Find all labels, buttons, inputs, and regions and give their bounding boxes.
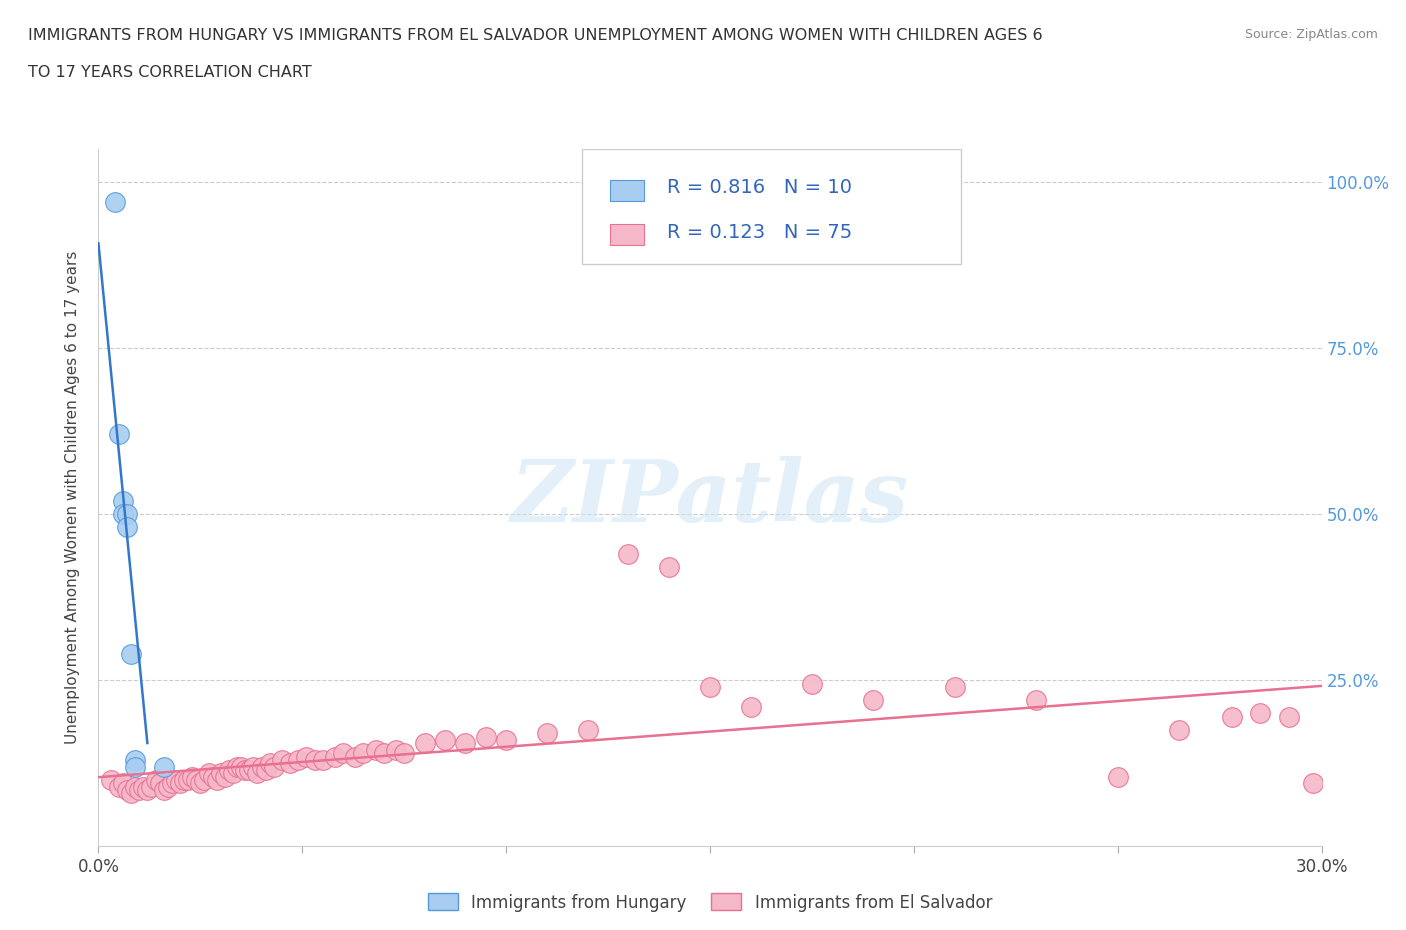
Point	[364, 742, 387, 757]
Point	[149, 776, 172, 790]
Point	[209, 765, 232, 780]
Point	[177, 773, 200, 788]
Point	[181, 769, 204, 784]
Point	[120, 786, 142, 801]
Bar	[610, 180, 644, 201]
Point	[270, 752, 294, 767]
Point	[259, 756, 281, 771]
Point	[108, 779, 131, 794]
Point	[287, 752, 309, 767]
Text: R = 0.816   N = 10: R = 0.816 N = 10	[668, 178, 852, 196]
Text: ZIPatlas: ZIPatlas	[510, 456, 910, 539]
Point	[111, 776, 134, 790]
Point	[263, 759, 285, 774]
Point	[238, 763, 260, 777]
Point	[193, 773, 215, 788]
Point	[186, 773, 208, 788]
Point	[332, 746, 354, 761]
Point	[173, 773, 195, 788]
Point	[100, 773, 122, 788]
Point	[169, 776, 191, 790]
Point	[115, 782, 138, 797]
Point	[124, 779, 146, 794]
Point	[1220, 710, 1243, 724]
Point	[495, 733, 517, 748]
Point	[111, 507, 134, 522]
Point	[576, 723, 599, 737]
Point	[205, 773, 228, 788]
Point	[1249, 706, 1271, 721]
Point	[226, 759, 249, 774]
Point	[392, 746, 416, 761]
Point	[1167, 723, 1189, 737]
Point	[312, 752, 335, 767]
Point	[385, 742, 408, 757]
Point	[323, 750, 346, 764]
Legend: Immigrants from Hungary, Immigrants from El Salvador: Immigrants from Hungary, Immigrants from…	[420, 886, 1000, 918]
Point	[214, 769, 236, 784]
Point	[242, 759, 264, 774]
Point	[152, 782, 174, 797]
Point	[218, 763, 240, 777]
Point	[304, 752, 326, 767]
Point	[115, 507, 138, 522]
Point	[128, 782, 150, 797]
Point	[136, 782, 159, 797]
Point	[862, 693, 884, 708]
Point	[254, 763, 277, 777]
Point	[233, 763, 256, 777]
Point	[1302, 776, 1324, 790]
Point	[344, 750, 367, 764]
Point	[160, 776, 183, 790]
Point	[1107, 769, 1129, 784]
Point	[434, 733, 457, 748]
Bar	[610, 224, 644, 246]
Point	[352, 746, 374, 761]
Point	[108, 427, 131, 442]
Point	[115, 520, 138, 535]
Text: IMMIGRANTS FROM HUNGARY VS IMMIGRANTS FROM EL SALVADOR UNEMPLOYMENT AMONG WOMEN : IMMIGRANTS FROM HUNGARY VS IMMIGRANTS FR…	[28, 28, 1043, 43]
Point	[740, 699, 762, 714]
Point	[1278, 710, 1301, 724]
Point	[250, 759, 273, 774]
Point	[413, 736, 436, 751]
Point	[141, 779, 163, 794]
Point	[201, 769, 224, 784]
Point	[454, 736, 477, 751]
Point	[156, 779, 179, 794]
Point	[231, 759, 253, 774]
Point	[536, 726, 558, 741]
Text: TO 17 YEARS CORRELATION CHART: TO 17 YEARS CORRELATION CHART	[28, 65, 312, 80]
Point	[165, 773, 187, 788]
Point	[124, 759, 146, 774]
Point	[278, 756, 301, 771]
Point	[1025, 693, 1047, 708]
Point	[111, 494, 134, 509]
Point	[617, 547, 640, 562]
Point	[124, 752, 146, 767]
Point	[373, 746, 395, 761]
Point	[132, 779, 155, 794]
Point	[699, 680, 721, 695]
Y-axis label: Unemployment Among Women with Children Ages 6 to 17 years: Unemployment Among Women with Children A…	[65, 251, 80, 744]
Point	[188, 776, 212, 790]
Point	[120, 646, 142, 661]
Text: Source: ZipAtlas.com: Source: ZipAtlas.com	[1244, 28, 1378, 41]
Point	[222, 765, 245, 780]
Point	[197, 765, 219, 780]
Point	[801, 676, 824, 691]
FancyBboxPatch shape	[582, 149, 960, 264]
Point	[152, 759, 174, 774]
Point	[474, 729, 498, 744]
Point	[104, 194, 127, 209]
Point	[658, 560, 681, 575]
Point	[295, 750, 318, 764]
Text: R = 0.123   N = 75: R = 0.123 N = 75	[668, 223, 852, 242]
Point	[246, 765, 269, 780]
Point	[145, 773, 167, 788]
Point	[943, 680, 966, 695]
